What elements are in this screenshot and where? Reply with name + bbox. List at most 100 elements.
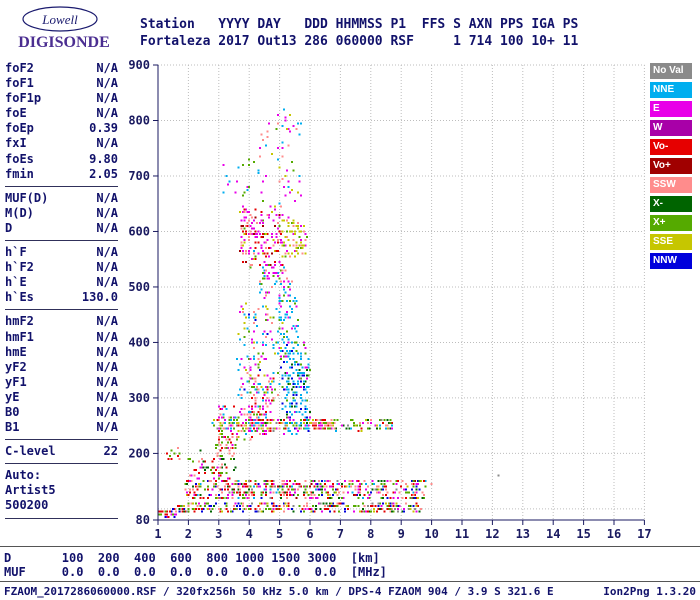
legend-item-ssw: SSW [650,177,692,193]
param-label: yE [5,389,20,404]
param-value: N/A [96,329,118,344]
y-tick-label: 900 [128,58,150,72]
x-tick-label: 11 [455,527,469,540]
param-group-separator [5,517,118,519]
param-value: N/A [96,260,118,275]
x-tick-label: 7 [337,527,344,540]
y-tick-label: 400 [128,335,150,349]
doppler-legend: No Val NNE E W Vo- Vo+ SSW X- X+ SSE NNW [650,63,694,272]
param-label: foF1 [5,76,34,91]
param-label: hmF1 [5,329,34,344]
muf-row: MUF 0.0 0.0 0.0 0.0 0.0 0.0 0.0 0.0 [MHz… [4,565,387,579]
x-tick-label: 2 [185,527,192,540]
param-row: foF1p N/A [5,91,118,106]
footer-file-info: FZAOM_2017286060000.RSF / 320fx256h 50 k… [4,585,554,598]
param-label: B0 [5,404,20,419]
header-line2: Fortaleza 2017 Out13 286 060000 RSF 1 71… [140,34,579,49]
param-label: h`F2 [5,260,34,275]
param-value: 22 [103,444,118,459]
param-row: foEs 9.80 [5,152,118,167]
param-group-separator [5,439,118,441]
param-label: MUF(D) [5,190,49,205]
param-value: 130.0 [81,290,118,305]
param-value: N/A [96,344,118,359]
grid-lines [158,64,645,520]
param-label: hmF2 [5,314,34,329]
param-row: yF2 N/A [5,360,118,375]
param-label: Auto: [5,468,42,483]
param-value: N/A [96,420,118,435]
param-row: yF1 N/A [5,375,118,390]
param-value: N/A [96,404,118,419]
param-row: MUF(D) N/A [5,191,118,206]
param-group-separator [5,309,118,311]
x-tick-label: 9 [398,527,405,540]
param-value: N/A [96,91,118,106]
echo-points [158,108,500,519]
footer: FZAOM_2017286060000.RSF / 320fx256h 50 k… [4,585,696,598]
separator-above-footer [0,581,700,582]
logo-digisonde-text: DIGISONDE [18,34,110,51]
param-row: foEp 0.39 [5,121,118,136]
param-value: 9.80 [89,151,118,166]
param-label: fmin [5,166,34,181]
param-value: N/A [96,220,118,235]
param-label: foF2 [5,61,34,75]
x-tick-label: 6 [306,527,313,540]
axes [153,64,645,525]
param-label: D [5,220,13,235]
param-row: yE N/A [5,390,118,405]
param-value: 0.39 [89,121,118,136]
x-tick-label: 3 [215,527,222,540]
x-tick-label: 13 [516,527,530,540]
param-value: N/A [96,190,118,205]
y-tick-label: 500 [128,280,150,294]
legend-item-w: W [650,120,692,136]
x-tick-label: 10 [424,527,438,540]
param-value: N/A [96,76,118,91]
footer-program-version: Ion2Png 1.3.20 [603,585,696,598]
legend-item-vo-: Vo- [650,139,692,155]
param-value: N/A [96,275,118,290]
param-label: yF1 [5,374,27,389]
param-label: M(D) [5,205,34,220]
param-row: C-level 22 [5,444,118,459]
param-label: hmE [5,344,27,359]
param-group-separator [5,240,118,242]
param-label: h`Es [5,290,34,305]
legend-item-nnw: NNW [650,253,692,269]
param-label: yF2 [5,359,27,374]
legend-item-e: E [650,101,692,117]
x-tick-label: 14 [546,527,560,540]
param-panel: foF2 N/A foF1 N/A foF1p N/A foE N/A foEp 0.39 fxI N… [5,61,118,523]
legend-item-x-: X- [650,196,692,212]
distance-muf-table: D 100 200 400 600 800 1000 1500 3000 [km… [4,551,387,579]
distance-row: D 100 200 400 600 800 1000 1500 3000 [km… [4,551,380,565]
param-row: h`F N/A [5,245,118,260]
param-row: B0 N/A [5,405,118,420]
param-row: 500200 [5,498,118,513]
legend-item-sse: SSE [650,234,692,250]
param-value: N/A [96,245,118,260]
legend-item-noval: No Val [650,63,692,79]
param-row: Auto: [5,468,118,483]
logo-lowell-text: Lowell [41,12,78,27]
param-row: B1 N/A [5,420,118,435]
param-label: C-level [5,444,56,459]
param-row: Artist5 [5,483,118,498]
y-tick-label: 800 [128,113,150,127]
param-row: hmF1 N/A [5,330,118,345]
param-value: N/A [96,359,118,374]
legend-item-nne: NNE [650,82,692,98]
x-tick-label: 15 [576,527,590,540]
y-tick-label: 200 [128,446,150,460]
param-value: 2.05 [89,166,118,181]
y-tick-label: 700 [128,169,150,183]
param-label: foE [5,106,27,121]
param-row: hmF2 N/A [5,314,118,329]
x-tick-label: 5 [276,527,283,540]
param-label: 500200 [5,498,49,513]
x-tick-label: 17 [637,527,651,540]
param-row: hmE N/A [5,345,118,360]
